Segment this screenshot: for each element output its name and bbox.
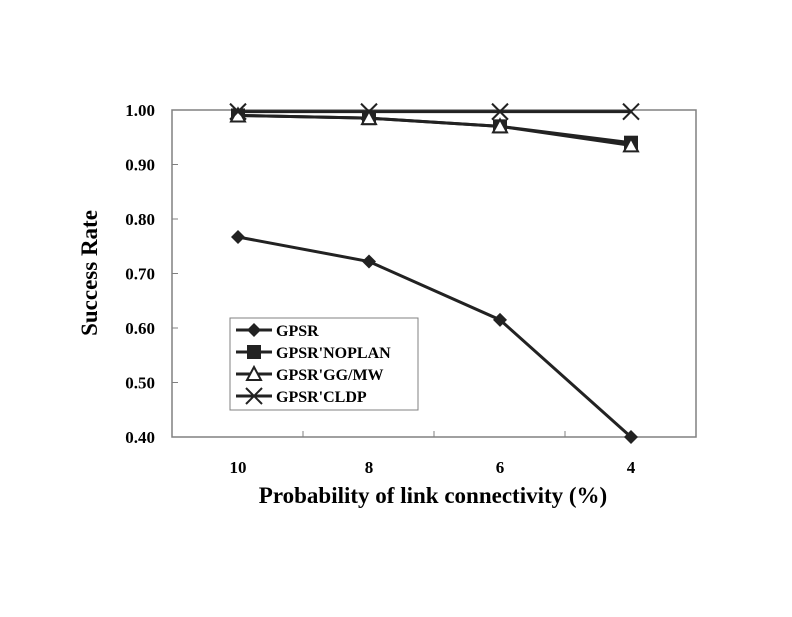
y-axis-label: Success Rate — [77, 210, 102, 336]
series-0 — [231, 229, 638, 444]
series-line — [237, 113, 632, 147]
triangle-marker — [491, 117, 509, 134]
x-tick-label: 10 — [230, 458, 247, 477]
diamond-marker — [231, 229, 245, 244]
x-axis-label: Probability of link connectivity (%) — [259, 483, 607, 508]
legend-item: GPSR'NOPLAN — [236, 345, 391, 362]
diamond-marker — [624, 430, 638, 444]
triangle-marker — [622, 136, 640, 153]
x-tick-label: 8 — [365, 458, 374, 477]
triangle-marker — [360, 109, 378, 126]
legend-item: GPSR'GG/MW — [236, 364, 384, 384]
legend-item: GPSR — [236, 323, 319, 340]
y-tick-label: 1.00 — [125, 101, 155, 120]
series-line — [237, 235, 633, 439]
series-3 — [229, 102, 640, 121]
y-tick-label: 0.60 — [125, 319, 155, 338]
y-tick-label: 0.50 — [125, 374, 155, 393]
y-tick-label: 0.90 — [125, 156, 155, 175]
legend-label: GPSR — [276, 323, 319, 340]
legend-label: GPSR'CLDP — [276, 389, 367, 406]
legend: GPSR GPSR'NOPLAN GPSR'GG/MW GPSR'CLDP — [229, 317, 419, 411]
diamond-marker — [247, 323, 261, 337]
x-tick-label: 6 — [496, 458, 505, 477]
legend-label: GPSR'NOPLAN — [276, 345, 391, 362]
y-tick-label: 0.70 — [125, 265, 155, 284]
y-tick-label: 0.40 — [125, 428, 155, 447]
y-tick-label: 0.80 — [125, 210, 155, 229]
square-marker — [247, 345, 261, 359]
diamond-marker — [493, 312, 507, 327]
triangle-marker — [245, 364, 263, 381]
legend-label: GPSR'GG/MW — [276, 367, 384, 384]
legend-item: GPSR'CLDP — [236, 387, 367, 406]
diamond-marker — [362, 254, 376, 269]
x-tick-label: 4 — [627, 458, 636, 477]
